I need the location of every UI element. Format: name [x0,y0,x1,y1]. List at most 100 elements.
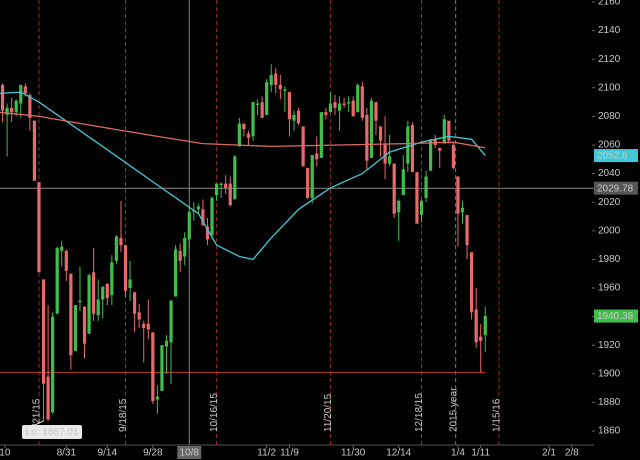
x-tick-label: 11/9 [280,448,299,459]
candle-body [142,323,146,329]
candle-body [110,262,114,296]
candle-body [356,84,360,113]
y-tick-label: 1900 [598,368,621,379]
candle-body [401,169,405,196]
low-label-box [22,425,82,439]
x-tick-label: 11/2 [257,448,276,459]
event-label: 11/20/15 [323,393,334,432]
candle-body [133,292,137,314]
crosshair-date-box [177,446,202,459]
moving-average [0,91,486,261]
candle-body [119,237,123,246]
candle-body [178,250,182,261]
candle-body [465,215,469,246]
candle-body [283,89,287,91]
y-tick-label: 2100 [598,82,621,93]
event-label: 8/21/15 [32,398,43,432]
candle-body [388,156,392,164]
candle-body [260,102,264,118]
candle-body [360,86,364,118]
candle-body [196,206,200,210]
candle-body [64,250,68,271]
candle-body [228,183,232,206]
event-label: 10/16/15 [209,393,220,432]
candle-body [328,103,333,113]
candle-body [78,300,82,303]
candle-body [160,345,164,391]
candle-body [60,246,64,251]
y-tick-label: 1960 [598,283,621,294]
candle-body [28,94,32,118]
candle-body [183,237,187,257]
candle-body [333,102,337,108]
candle-body [128,279,132,288]
candle-body [342,103,346,105]
y-tick-label: 2020 [598,197,621,208]
candle-body [105,283,109,299]
x-tick-label: 9/14 [98,448,118,459]
candle-body [310,155,314,198]
y-tick-label: 2040 [598,168,621,179]
candle-body [123,245,128,291]
candle-body [278,84,282,90]
candle-body [429,139,433,171]
candle-body [219,183,223,186]
candle-body [246,133,251,138]
candle-body [32,120,37,181]
candle-body [269,74,273,85]
y-tick-label: 2140 [598,25,621,36]
price-label-box [594,309,638,323]
candle-body [470,252,474,313]
candle-body [201,209,205,226]
candle-body [137,312,141,320]
candle-body [101,286,105,300]
candle-body [251,102,255,137]
candle-body [419,200,424,216]
candle-body [324,112,328,115]
y-tick-label: 1860 [598,426,621,437]
candle-body [210,197,214,236]
candle-body [96,299,100,316]
candle-body [474,309,478,343]
candle-body [287,92,292,120]
event-label: 1/15/16 [492,398,503,432]
candle-body [51,316,55,413]
y-tick-label: 2060 [598,140,621,151]
candle-body [265,82,269,115]
candle-body [82,306,87,344]
y-tick-label: 2000 [598,225,621,236]
candle-body [347,102,351,104]
candle-body [374,102,378,121]
candle-body [224,183,228,188]
candle-body [378,126,383,141]
candle-body [164,340,169,347]
candle-body [274,73,278,85]
candle-body [155,396,159,400]
candle-body [10,107,14,113]
candle-body [55,247,59,314]
candle-body [146,323,150,330]
x-tick-label: 1/11 [471,448,490,459]
candle-body [214,183,219,196]
x-tick-label: 2/8 [565,448,579,459]
candle-body [442,119,446,144]
price-label-box [594,149,638,163]
candle-body [41,279,46,384]
crosshair-price: 2029.78 [597,183,634,194]
candle-body [192,210,196,212]
y-tick-label: 2080 [598,111,621,122]
x-tick-label: 11/30 [341,448,366,459]
x-tick-label: 2/1 [542,448,556,459]
price-label: 1940.38 [597,311,634,322]
candle-body [292,114,296,121]
candle-body [205,226,210,240]
candle-body [73,305,78,351]
candle-body [451,145,455,168]
x-tick-label: 12/14 [386,448,411,459]
candle-body [483,316,487,336]
candle-body [23,86,27,94]
candle-body [479,336,483,341]
candle-body [392,163,396,214]
x-tick-label: 10 [0,448,11,459]
